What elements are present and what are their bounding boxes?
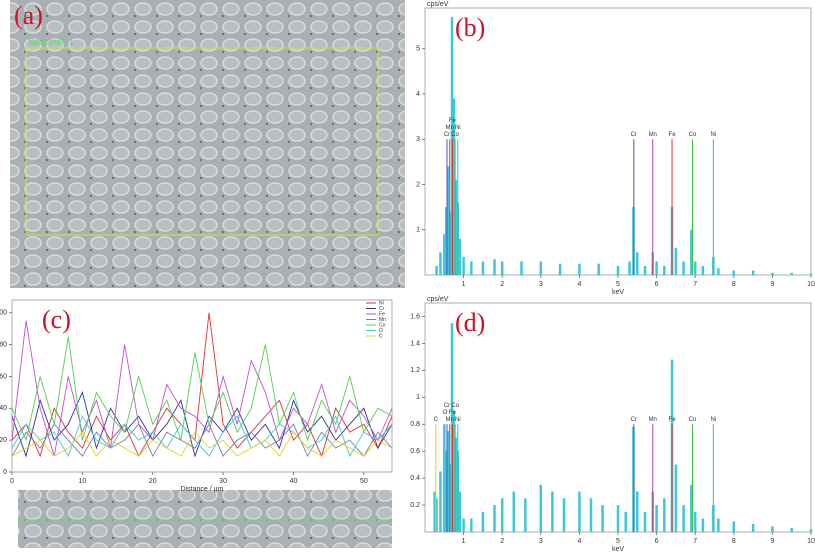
panel-label: (c) <box>42 305 71 334</box>
element-label: Fe <box>669 417 677 423</box>
x-tick-label: 9 <box>770 538 774 545</box>
y-tick-label: 3 <box>416 136 420 143</box>
element-label: Fe <box>669 132 677 138</box>
panel-label: (b) <box>455 13 485 42</box>
x-tick-label: 0 <box>10 478 14 485</box>
y-axis-label: cps/eV <box>427 296 449 303</box>
element-label: Mn <box>446 417 454 423</box>
y-tick-label: 80 <box>0 341 7 348</box>
y-tick-label: 2 <box>416 181 420 188</box>
y-tick-label: 0 <box>3 469 7 476</box>
y-tick-label: 40 <box>0 405 7 412</box>
element-label: Cr <box>631 132 637 138</box>
y-tick-label: 4 <box>416 91 420 98</box>
y-tick-label: 1 <box>416 394 420 401</box>
x-tick-label: 8 <box>732 538 736 545</box>
y-tick-label: 0.6 <box>410 448 420 455</box>
y-tick-label: 60 <box>0 373 7 380</box>
legend-label: Ni <box>379 300 384 306</box>
series-line <box>11 423 393 458</box>
element-label: Mn <box>649 417 657 423</box>
x-tick-label: 30 <box>219 478 227 485</box>
panel-label: (d) <box>455 308 485 337</box>
y-tick-label: 1.6 <box>410 313 420 320</box>
element-label: O <box>443 410 448 416</box>
element-label: Mn <box>649 132 657 138</box>
x-tick-label: 40 <box>290 478 298 485</box>
legend-label: Cr <box>379 306 385 312</box>
element-label: Co <box>689 132 697 138</box>
x-tick-label: 7 <box>693 281 697 288</box>
legend-label: C <box>379 333 383 339</box>
element-label: Fe <box>449 118 457 124</box>
element-label: Fe <box>449 410 457 416</box>
element-label: Cr <box>444 403 450 409</box>
x-tick-label: 50 <box>360 478 368 485</box>
element-label: Co <box>451 132 459 138</box>
element-label: Mn <box>446 125 454 131</box>
plot-frame <box>424 7 812 276</box>
element-label: Ni <box>711 132 717 138</box>
x-tick-label: 3 <box>539 538 543 545</box>
legend-label: Co <box>379 322 386 328</box>
x-tick-label: 10 <box>807 538 815 545</box>
spectrum-annotation: Spectrum 1 <box>28 36 74 46</box>
legend-label: Mn <box>379 317 386 323</box>
x-tick-label: 5 <box>616 281 620 288</box>
element-label: Co <box>689 417 697 423</box>
x-tick-label: 6 <box>655 538 659 545</box>
x-axis-label: Distance / µm <box>181 486 224 493</box>
x-tick-label: 1 <box>462 281 466 288</box>
element-label: Ni <box>455 417 461 423</box>
sem-panel: (a) Spectrum 1 <box>10 0 405 288</box>
x-axis-label: keV <box>612 546 624 552</box>
series-line <box>11 431 393 457</box>
x-tick-label: 4 <box>577 281 581 288</box>
y-tick-label: 20 <box>0 437 7 444</box>
series-line <box>11 336 393 442</box>
x-tick-label: 10 <box>78 478 86 485</box>
y-tick-label: 0.4 <box>410 475 420 482</box>
series-line <box>11 312 393 458</box>
y-tick-label: 1.4 <box>410 340 420 347</box>
y-tick-label: 0.2 <box>410 502 420 509</box>
y-tick-label: 5 <box>416 46 420 53</box>
spectrum-area <box>25 47 379 236</box>
x-tick-label: 3 <box>539 281 543 288</box>
y-tick-label: 100 <box>0 310 7 317</box>
element-label: Ni <box>455 125 461 131</box>
y-tick-label: 1.2 <box>410 367 420 374</box>
plot-frame <box>424 302 812 533</box>
scan-image <box>18 490 392 548</box>
x-tick-label: 2 <box>500 538 504 545</box>
x-tick-label: 2 <box>500 281 504 288</box>
x-tick-label: 10 <box>807 281 815 288</box>
x-axis-label: keV <box>612 289 624 296</box>
y-tick-label: 0.8 <box>410 421 420 428</box>
line-scan-image <box>18 490 392 548</box>
x-tick-label: 6 <box>655 281 659 288</box>
series-line <box>11 415 393 458</box>
x-tick-label: 7 <box>693 538 697 545</box>
element-label: C <box>434 417 439 423</box>
x-tick-label: 9 <box>770 281 774 288</box>
x-tick-label: 5 <box>616 538 620 545</box>
x-tick-label: 8 <box>732 281 736 288</box>
legend-label: Fe <box>379 311 385 317</box>
y-axis-label: cps/eV <box>427 1 449 8</box>
series-line <box>11 320 393 457</box>
x-tick-label: 20 <box>149 478 157 485</box>
element-label: Cr <box>444 132 450 138</box>
panel-label: (a) <box>14 1 43 30</box>
legend-label: O <box>379 328 383 334</box>
x-tick-label: 1 <box>462 538 466 545</box>
element-label: Cr <box>631 417 637 423</box>
element-label: Co <box>451 403 459 409</box>
plot-frame <box>11 299 393 473</box>
x-tick-label: 4 <box>577 538 581 545</box>
y-tick-label: 1 <box>416 227 420 234</box>
element-label: Ni <box>711 417 717 423</box>
